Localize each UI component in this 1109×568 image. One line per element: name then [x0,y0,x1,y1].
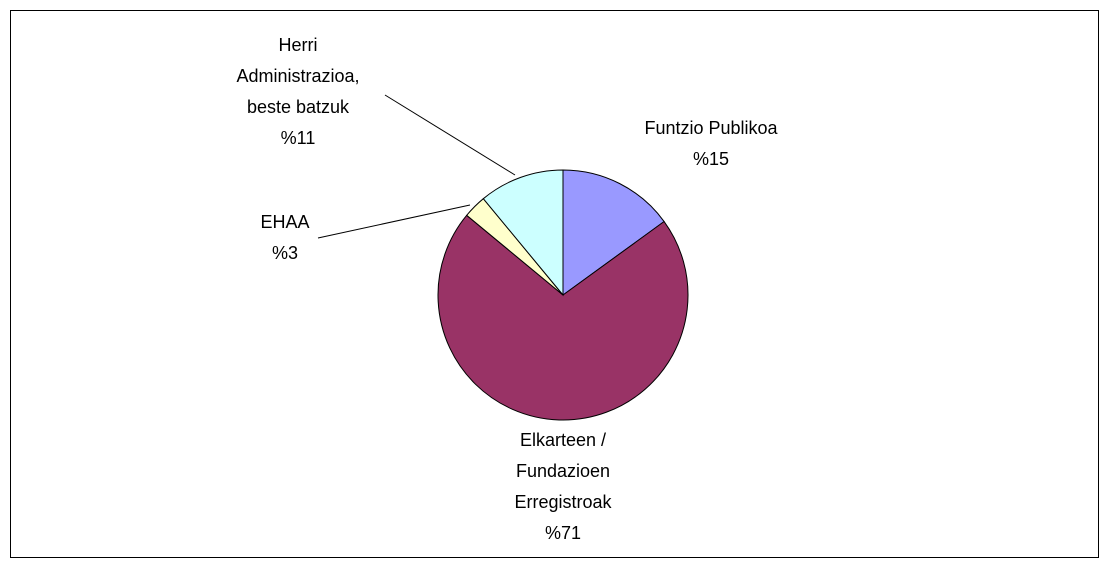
category-label: Elkarteen / Fundazioen Erregistroak [514,430,612,512]
pie-slice [437,214,689,421]
value-label: %71 [544,523,582,543]
slice-label: EHAA %3 [225,207,345,269]
leader-line [317,204,471,239]
category-label: EHAA [260,212,310,232]
pie-slice [482,169,564,297]
value-label: %3 [271,243,298,263]
slice-label: Funtzio Publikoa %15 [606,113,816,175]
leader-line [384,94,516,176]
pie-slice [562,169,665,296]
value-label: %11 [280,128,316,148]
value-label: %15 [692,149,730,169]
category-label: Funtzio Publikoa [644,118,778,138]
slice-label: Elkarteen / Fundazioen Erregistroak %71 [493,425,633,549]
slice-label: Herri Administrazioa, beste batzuk %11 [218,30,378,154]
category-label: Herri Administrazioa, beste batzuk [236,35,360,117]
